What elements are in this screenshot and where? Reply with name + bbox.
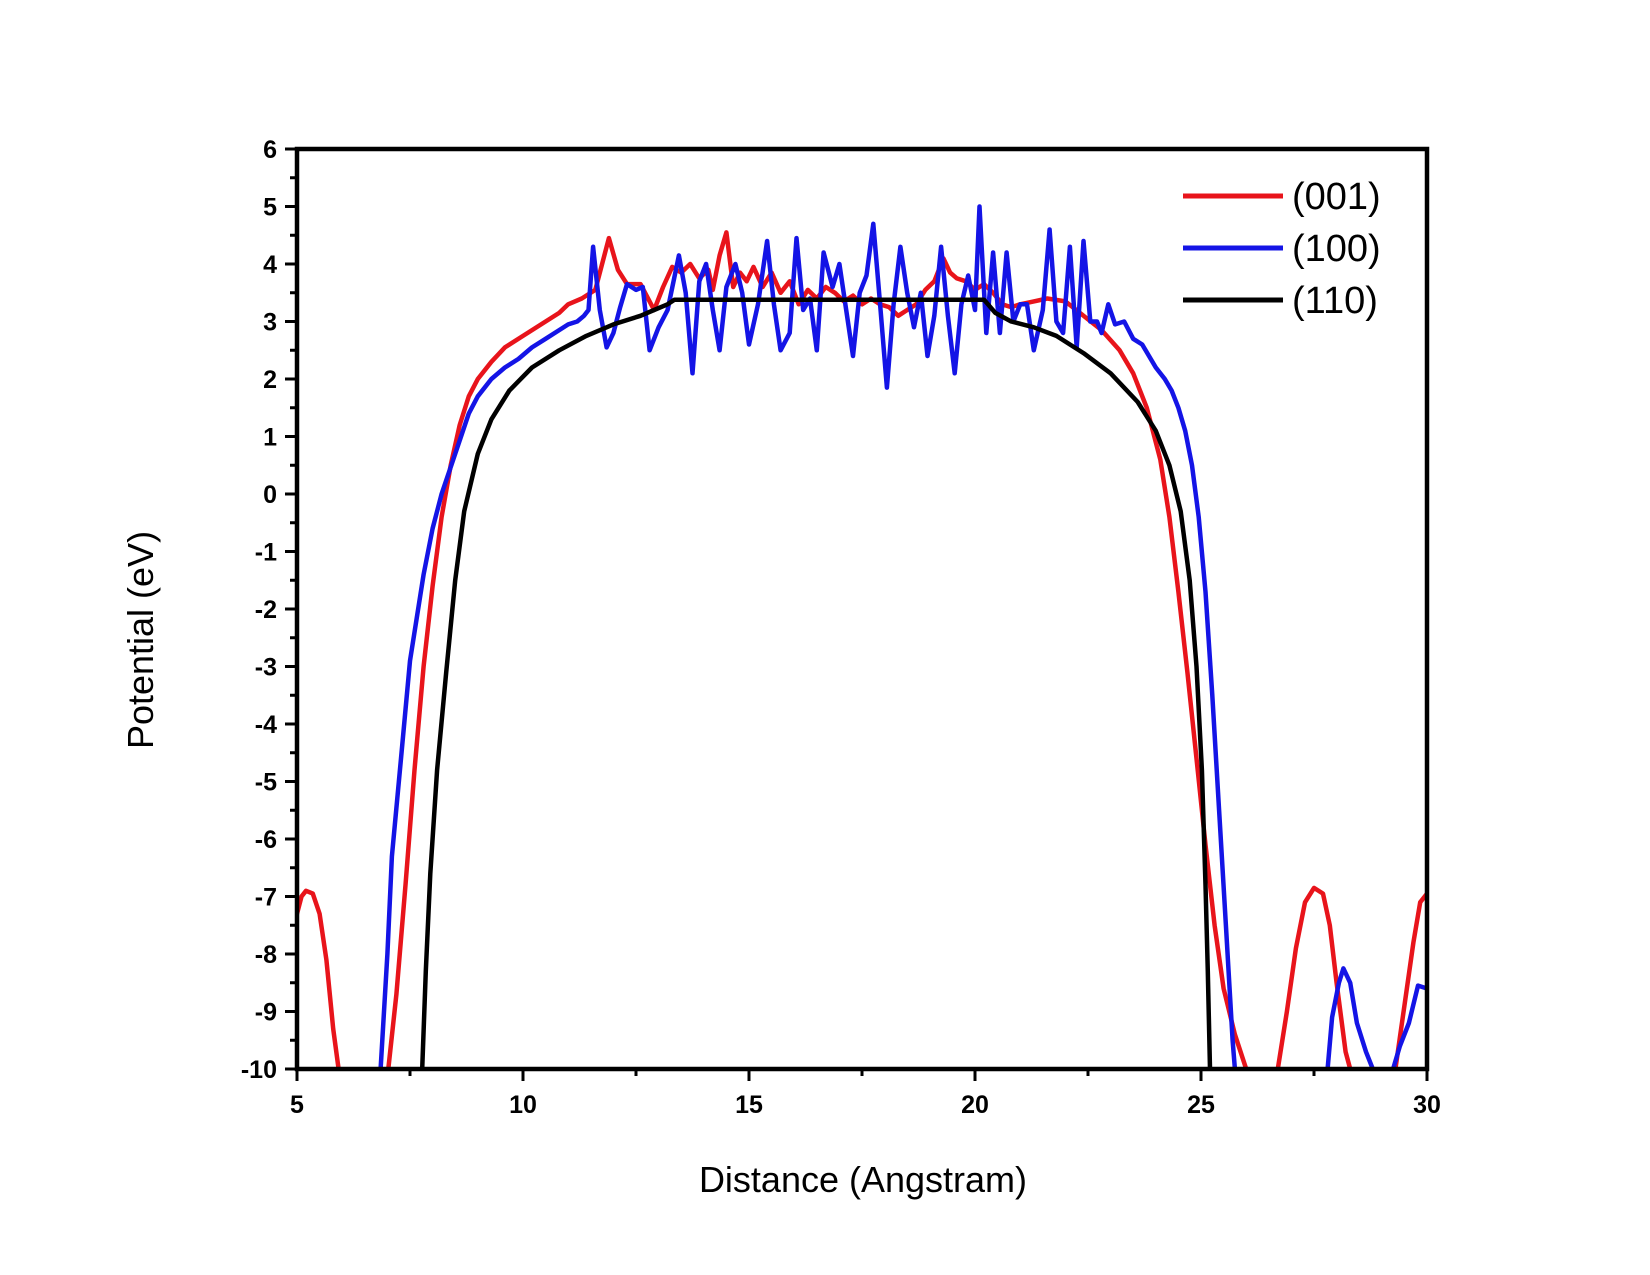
y-tick-label-2: 4 [263,251,277,279]
x-tick-label-5: 30 [1413,1091,1441,1119]
series-line-1-segment-1 [1325,966,1376,1069]
y-tick-label-9: -3 [255,654,277,682]
y-tick-label-16: -10 [241,1056,277,1084]
y-tick-label-8: -2 [255,596,277,624]
series-line-1-segment-2 [1390,983,1427,1069]
legend-label-2: (110) [1292,280,1378,322]
x-tick-label-3: 20 [961,1091,989,1119]
series-line-0-segment-3 [1393,891,1427,1069]
x-axis-title: Distance (Angstram) [699,1159,1027,1200]
y-tick-label-14: -8 [255,941,277,969]
y-axis-title: Potential (eV) [120,531,161,749]
y-tick-label-10: -4 [255,711,277,739]
y-tick-label-7: -1 [255,539,277,567]
y-tick-label-4: 2 [263,366,277,394]
legend-label-1: (100) [1292,228,1381,270]
series-line-0-segment-0 [297,888,341,1069]
y-tick-label-1: 5 [263,194,277,222]
series-line-0-segment-2 [1275,885,1353,1069]
x-tick-label-0: 5 [290,1091,304,1119]
y-tick-label-0: 6 [263,136,277,164]
legend: (001) (100) (110) [1183,176,1381,322]
y-tick-label-3: 3 [263,309,277,337]
y-tick-label-6: 0 [263,481,277,509]
series-line-0-segment-1 [386,230,1249,1069]
y-tick-label-5: 1 [263,424,277,452]
y-tick-label-11: -5 [255,769,277,797]
series-lines [297,204,1427,1069]
x-tick-label-4: 25 [1187,1091,1215,1119]
legend-label-0: (001) [1292,176,1381,218]
series-line-1-segment-0 [378,204,1238,1069]
y-tick-label-15: -9 [255,999,277,1027]
y-tick-label-12: -6 [255,826,277,854]
series-line-2-segment-0 [419,297,1213,1069]
y-tick-label-13: -7 [255,884,277,912]
x-tick-label-2: 15 [735,1091,763,1119]
x-tick-label-1: 10 [509,1091,537,1119]
